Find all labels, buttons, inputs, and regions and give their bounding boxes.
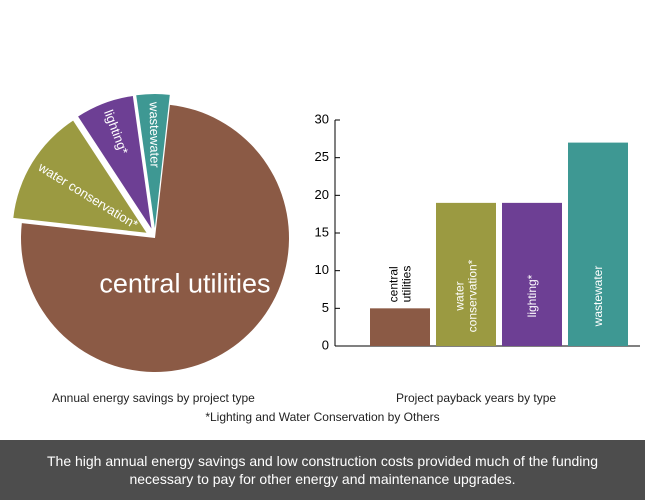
pie-slice-lighting	[78, 95, 152, 229]
bar-chart: 0 5 10 15 20 25 30 centralutilities waterconserv…	[315, 111, 640, 352]
bar-label-wastewater: wastewater	[591, 266, 605, 328]
y-tick-label: 0	[322, 337, 329, 352]
pie-label-central-utilities: central utilities	[99, 269, 270, 299]
y-tick-label: 10	[315, 262, 329, 277]
pie-slice-central-utilities	[21, 104, 290, 373]
bar-water-conservation	[436, 202, 496, 346]
bar-label-water-conservation: waterconservation*	[453, 259, 480, 332]
pie-chart-title: Annual energy savings by project type	[52, 391, 255, 405]
y-tick-label: 25	[315, 149, 329, 164]
bar-chart-title: Project payback years by type	[396, 391, 557, 405]
bar-label-lighting: lighting*	[525, 274, 539, 317]
y-tick-label: 30	[315, 111, 329, 126]
pie-label-wastewater: wastewater	[147, 101, 163, 169]
footnote: *Lighting and Water Conservation by Othe…	[205, 410, 440, 424]
bar-wastewater	[568, 142, 628, 346]
y-tick-label: 20	[315, 187, 329, 202]
summary-banner: The high annual energy savings and low c…	[0, 440, 645, 500]
bar-label-central-utilities: centralutilities	[387, 266, 414, 303]
bar-lighting	[502, 202, 562, 346]
y-tick-label: 5	[322, 300, 329, 315]
pie-slice-water-conservation	[13, 120, 147, 233]
y-tick-label: 15	[315, 224, 329, 239]
pie-slice-wastewater	[136, 94, 170, 229]
summary-banner-text: The high annual energy savings and low c…	[46, 453, 598, 487]
bar-central-utilities	[370, 308, 430, 346]
